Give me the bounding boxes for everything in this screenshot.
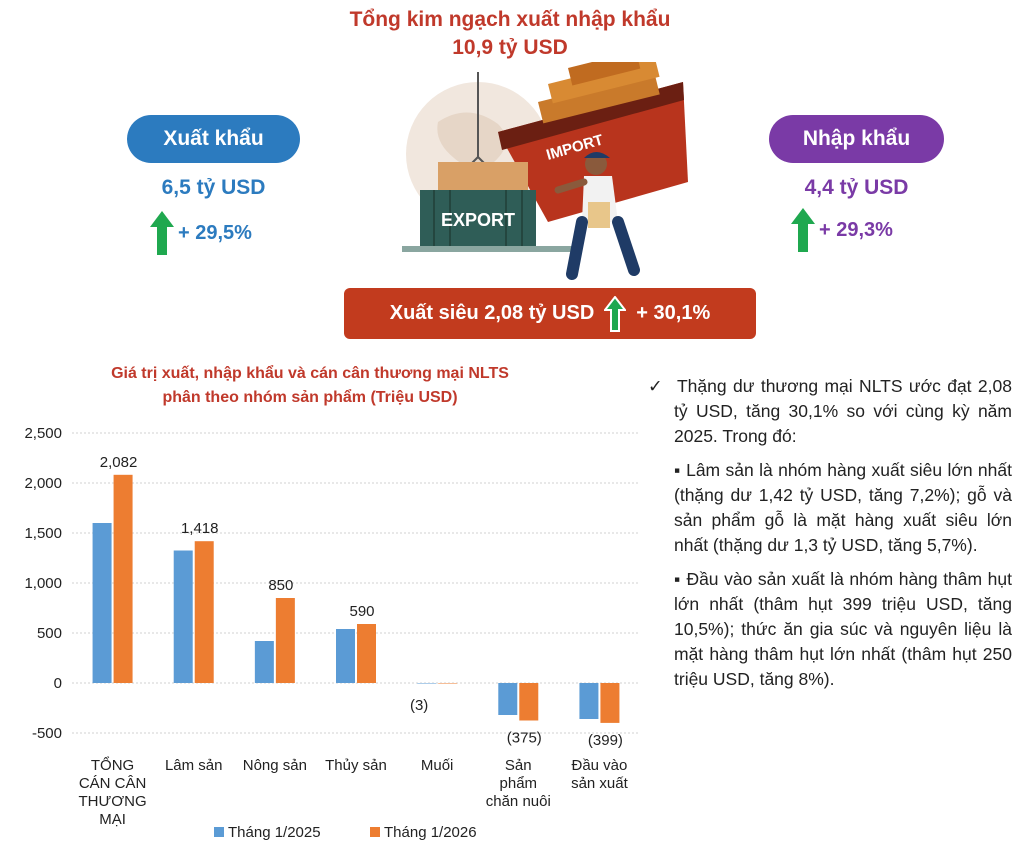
up-arrow-icon xyxy=(604,295,627,332)
bar-series-2026 xyxy=(438,683,458,684)
y-tick-label: 1,000 xyxy=(24,575,62,592)
bar-series-2025 xyxy=(92,523,112,683)
notes-bullet-1: ▪ Lâm sản là nhóm hàng xuất siêu lớn nhấ… xyxy=(648,458,1012,558)
legend-label: Tháng 1/2026 xyxy=(384,824,477,841)
notes-summary-text: Thặng dư thương mại NLTS ước đạt 2,08 tỷ… xyxy=(674,376,1012,446)
bar-series-2025 xyxy=(173,550,193,683)
chart-title-line2: phân theo nhóm sản phẩm (Triệu USD) xyxy=(162,389,458,406)
surplus-growth: + 30,1% xyxy=(636,302,711,324)
square-bullet-icon: ▪ xyxy=(674,460,681,480)
category-label: CÁN CÂN xyxy=(79,775,147,792)
y-tick-label: 2,000 xyxy=(24,475,62,492)
square-bullet-icon: ▪ xyxy=(674,569,681,589)
export-growth-value: + 29,5% xyxy=(178,221,252,244)
notes-summary: ✓ Thặng dư thương mại NLTS ước đạt 2,08 … xyxy=(648,374,1012,449)
import-pill: Nhập khẩu xyxy=(769,115,944,163)
cargo-boxes xyxy=(438,162,528,190)
import-growth: + 29,3% xyxy=(791,208,893,252)
category-label: Lâm sản xyxy=(165,757,223,774)
bar-series-2025 xyxy=(498,683,518,715)
y-tick-label: 0 xyxy=(54,675,62,692)
main-title-line1: Tổng kim ngạch xuất nhập khẩu xyxy=(349,8,671,31)
category-label: chăn nuôi xyxy=(486,793,551,810)
data-label: (375) xyxy=(507,730,542,747)
bar-series-2025 xyxy=(336,629,355,683)
bar-series-2025 xyxy=(254,641,274,683)
import-value: 4,4 tỷ USD xyxy=(804,176,909,199)
legend-label: Tháng 1/2025 xyxy=(228,824,321,841)
category-label: Nông sản xyxy=(243,757,307,774)
y-tick-label: 500 xyxy=(37,625,62,642)
bar-series-2025 xyxy=(417,683,437,684)
legend-swatch xyxy=(370,827,380,837)
notes-panel: ✓ Thặng dư thương mại NLTS ước đạt 2,08 … xyxy=(648,374,1012,701)
bar-series-2025 xyxy=(579,683,599,719)
category-label: Muối xyxy=(421,757,454,774)
up-arrow-icon xyxy=(791,208,815,252)
export-pill: Xuất khẩu xyxy=(127,115,300,163)
bar-series-2026 xyxy=(519,683,539,721)
bar-series-2026 xyxy=(600,683,620,723)
category-label: MẠI xyxy=(99,811,126,828)
export-container: EXPORT xyxy=(420,190,536,248)
category-label: Đầu vào xyxy=(571,757,627,774)
y-tick-label: 2,500 xyxy=(24,425,62,442)
chart-title-line1: Giá trị xuất, nhập khẩu và cán cân thươn… xyxy=(111,365,509,382)
category-label: TỔNG xyxy=(91,756,134,774)
legend-swatch xyxy=(214,827,224,837)
bar-series-2026 xyxy=(275,598,295,683)
trade-illustration: IMPORT EXPORT xyxy=(402,62,688,280)
data-label: 850 xyxy=(268,577,293,594)
data-label: (399) xyxy=(588,732,623,749)
data-label: 2,082 xyxy=(100,454,138,471)
export-growth: + 29,5% xyxy=(150,211,252,255)
y-tick-label: 1,500 xyxy=(24,525,62,542)
data-label: 1,418 xyxy=(181,520,219,537)
category-label: sản xuất xyxy=(571,775,629,792)
bar-series-2026 xyxy=(194,541,214,683)
bar-chart: 2,500 2,000 1,500 1,000 500 0 -500 2,082 TỔNGCÁN… xyxy=(24,425,640,841)
notes-bullet-2: ▪ Đầu vào sản xuất là nhóm hàng thâm hụt… xyxy=(648,567,1012,692)
surplus-banner: Xuất siêu 2,08 tỷ USD + 30,1% xyxy=(344,288,756,339)
category-label: THƯƠNG xyxy=(78,793,146,810)
import-growth-value: + 29,3% xyxy=(819,218,893,241)
notes-bullet-1-text: Lâm sản là nhóm hàng xuất siêu lớn nhất … xyxy=(674,460,1012,555)
up-arrow-icon xyxy=(150,211,174,255)
bar-series-2026 xyxy=(357,624,376,683)
category-label: Sản xyxy=(505,757,532,774)
data-label: (3) xyxy=(410,697,428,714)
worker-figure xyxy=(554,152,640,280)
export-value: 6,5 tỷ USD xyxy=(161,176,266,199)
bar-series-2026 xyxy=(113,474,133,683)
notes-bullet-2-text: Đầu vào sản xuất là nhóm hàng thâm hụt l… xyxy=(674,569,1012,689)
surplus-label: Xuất siêu 2,08 tỷ USD xyxy=(389,302,595,324)
chart-title: Giá trị xuất, nhập khẩu và cán cân thươn… xyxy=(30,362,590,410)
category-label: phẩm xyxy=(500,775,538,792)
y-tick-label: -500 xyxy=(32,725,62,742)
export-text: EXPORT xyxy=(441,210,515,230)
ship-shape: IMPORT xyxy=(498,62,688,222)
check-icon: ✓ xyxy=(648,376,665,396)
main-title: Tổng kim ngạch xuất nhập khẩu 10,9 tỷ US… xyxy=(0,6,1020,62)
data-label: 590 xyxy=(349,603,374,620)
category-label: Thủy sản xyxy=(325,757,387,774)
main-title-line2: 10,9 tỷ USD xyxy=(452,36,568,59)
